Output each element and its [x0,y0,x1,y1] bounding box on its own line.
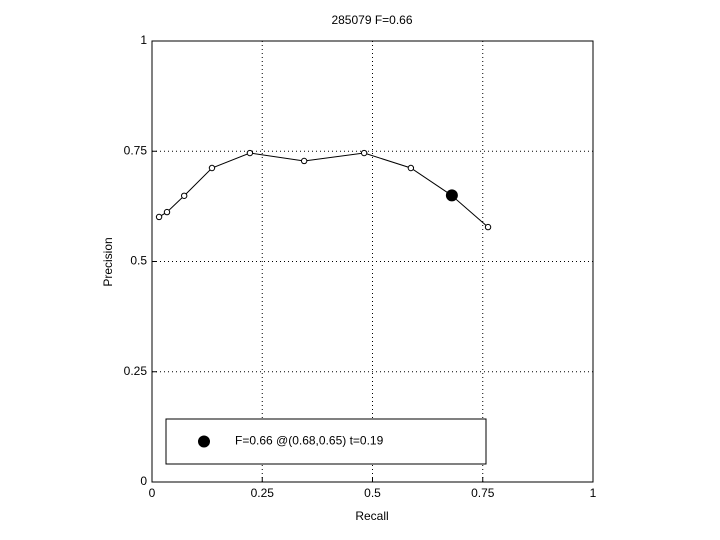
x-tick-label: 0 [149,486,156,500]
data-point [360,149,368,157]
y-tick-label: 0.5 [130,254,147,268]
data-point [163,208,171,216]
x-tick-label: 1 [590,486,597,500]
x-axis-label: Recall [355,509,388,523]
legend-marker [198,435,210,448]
y-tick-label: 1 [140,33,147,47]
data-point [246,149,254,157]
series-line [158,152,489,228]
x-tick-label: 0.75 [471,486,495,500]
data-point [484,223,492,231]
y-tick-label: 0.75 [124,143,148,157]
data-point [208,164,216,172]
x-tick-label: 0.5 [364,486,381,500]
legend-label: F=0.66 @(0.68,0.65) t=0.19 [235,434,384,448]
plot-frame [151,40,594,483]
data-point [445,189,458,202]
y-tick-label: 0 [140,474,147,488]
legend-box [165,418,487,465]
y-axis-label: Precision [101,237,115,286]
data-point [300,157,308,165]
data-point [155,213,163,221]
y-tick-label: 0.25 [124,364,148,378]
data-point [180,192,188,199]
chart-title: 285079 F=0.66 [331,13,412,27]
x-tick-label: 0.25 [251,486,275,500]
data-point [407,164,415,172]
